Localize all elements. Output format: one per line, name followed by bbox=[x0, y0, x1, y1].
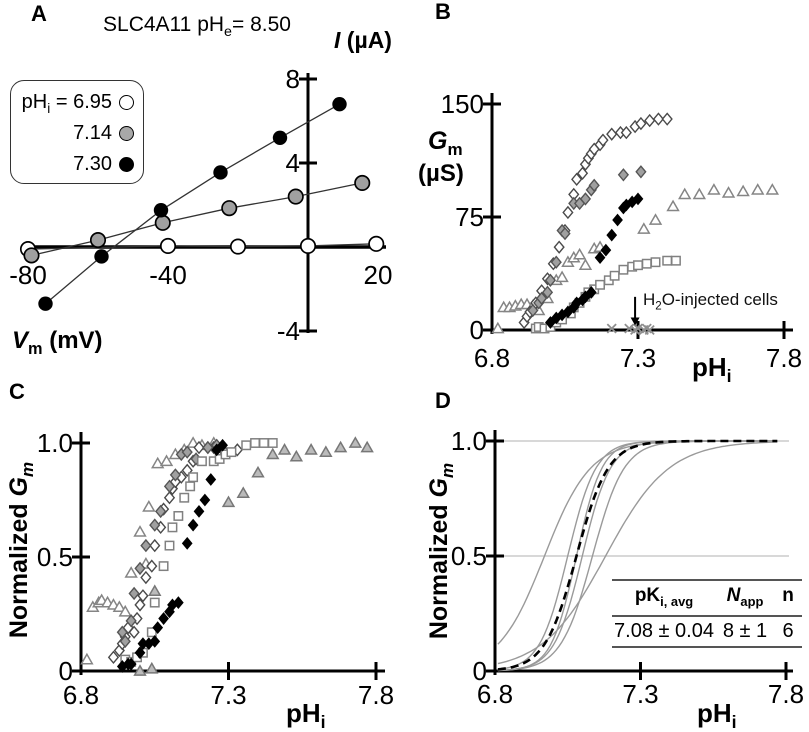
y-tick-label: 4 bbox=[286, 148, 300, 178]
table-rule-middle bbox=[612, 615, 802, 617]
x-tick-label: 7.3 bbox=[210, 680, 246, 710]
conductance-symbol: G bbox=[428, 127, 448, 155]
panel-a-title-text: SLC4A11 pH bbox=[103, 13, 225, 36]
panel-c-y-axis-label: Normalized Gm bbox=[5, 461, 37, 639]
fit-stats-table: pKi, avg Napp n 7.08 ± 0.04 8 ± 1 6 bbox=[612, 570, 802, 650]
y-tick-label: -4 bbox=[277, 316, 300, 346]
legend-label: pHi = 6.95 bbox=[21, 91, 112, 116]
conductance-sub: m bbox=[447, 140, 463, 159]
x-tick-label: -40 bbox=[149, 260, 187, 290]
table-value-row: 7.08 ± 0.04 8 ± 1 6 bbox=[612, 620, 802, 643]
panel-c-x-axis-label: pHi bbox=[286, 698, 326, 732]
panel-a-chart: 8 4 -4 -80 -40 20 bbox=[9, 64, 392, 346]
y-tick-label: 1.0 bbox=[451, 426, 487, 456]
panel-c-letter: C bbox=[9, 379, 25, 404]
current-symbol: I bbox=[334, 27, 341, 53]
series-h2o-injected bbox=[606, 323, 655, 336]
x-tick-label: 7.3 bbox=[620, 343, 656, 373]
series-black-diamonds bbox=[116, 438, 228, 673]
table-rule-bottom bbox=[612, 646, 802, 648]
panel-d-y-axis-label: Normalized Gm bbox=[425, 462, 457, 640]
trend-line bbox=[31, 182, 363, 257]
y-tick-label: 150 bbox=[441, 89, 484, 119]
panel-b-chart: 150 75 06.8 7.3 7.8 bbox=[441, 89, 802, 373]
x-tick-label: 7.3 bbox=[622, 679, 658, 709]
y-tick-label: 0.5 bbox=[451, 541, 487, 571]
panel-c-chart: 1.0 0.5 06.8 7.3 7.8 bbox=[37, 428, 394, 710]
series-gray-diamonds bbox=[527, 165, 647, 318]
voltage-symbol: V bbox=[12, 327, 29, 354]
x-tick-label: 20 bbox=[364, 260, 393, 290]
series-gray-diamonds bbox=[116, 438, 223, 649]
voltage-sub: m bbox=[28, 339, 43, 358]
h2o-injected-annotation: H2O-injected cells bbox=[643, 290, 778, 313]
series-squares bbox=[120, 438, 278, 667]
header-pki-avg: pKi, avg bbox=[634, 585, 694, 609]
panel-a-title: SLC4A11 pHe= 8.50 bbox=[57, 13, 337, 41]
legend-label: 7.30 bbox=[73, 153, 112, 175]
gray-circle-marker-icon bbox=[119, 126, 134, 141]
legend-row-ph-7-14: 7.14 bbox=[11, 118, 143, 149]
value-pki-avg: 7.08 ± 0.04 bbox=[614, 620, 714, 642]
panel-b-letter: B bbox=[435, 0, 451, 24]
y-tick-label: 0 bbox=[473, 656, 487, 686]
panel-b-y-axis-unit: (µS) bbox=[418, 160, 464, 187]
value-napp: 8 ± 1 bbox=[722, 620, 768, 642]
legend-row-ph-6-95: pHi = 6.95 bbox=[11, 87, 143, 118]
series-black-diamonds bbox=[545, 192, 644, 329]
y-tick-label: 1.0 bbox=[37, 428, 73, 458]
black-circle-marker-icon bbox=[119, 157, 134, 172]
sigmoid-curve bbox=[497, 440, 778, 672]
panel-b-x-axis-label: pHi bbox=[692, 352, 732, 387]
series-pHi-7.30 bbox=[38, 97, 347, 311]
current-unit: (µA) bbox=[340, 27, 392, 53]
panel-a-title-sub: e bbox=[224, 24, 232, 41]
panel-a-title-value: = 8.50 bbox=[231, 13, 291, 36]
y-tick-label: 8 bbox=[286, 64, 300, 94]
y-tick-label: 0.5 bbox=[37, 542, 73, 572]
y-tick-label: 0 bbox=[470, 315, 484, 345]
panel-a-letter: A bbox=[31, 1, 47, 26]
x-tick-label: 7.8 bbox=[766, 343, 802, 373]
panel-a-legend: pHi = 6.95 7.14 7.30 bbox=[10, 80, 144, 184]
series-triangles-late bbox=[133, 436, 374, 676]
panel-b-y-axis-label: Gm bbox=[428, 127, 463, 159]
header-napp: Napp bbox=[726, 585, 764, 609]
h2o-annotation-arrow bbox=[630, 296, 640, 326]
panel-d-letter: D bbox=[435, 388, 451, 413]
panel-d-x-axis-label: pHi bbox=[697, 698, 737, 732]
y-tick-label: 75 bbox=[455, 202, 484, 232]
table-header-row: pKi, avg Napp n bbox=[612, 585, 802, 609]
x-tick-label: 6.8 bbox=[474, 343, 510, 373]
table-rule-top bbox=[612, 579, 802, 581]
x-tick-label: 7.8 bbox=[358, 680, 394, 710]
series-pHi-7.14 bbox=[23, 174, 371, 264]
voltage-unit: (mV) bbox=[42, 327, 103, 354]
trend-line bbox=[45, 103, 340, 305]
panel-a-x-axis-label: Vm (mV) bbox=[12, 327, 103, 358]
panel-d-chart: 1.0 0.5 06.8 7.3 7.8 bbox=[451, 426, 804, 709]
y-tick-label: 0 bbox=[59, 656, 73, 686]
x-tick-label: 6.8 bbox=[477, 679, 513, 709]
x-tick-label: -80 bbox=[9, 260, 47, 290]
panel-a-y-axis-label: I (µA) bbox=[334, 27, 392, 54]
x-tick-label: 6.8 bbox=[63, 680, 99, 710]
value-n: 6 bbox=[782, 620, 794, 642]
legend-row-ph-7-30: 7.30 bbox=[11, 149, 143, 180]
series-average-fit bbox=[497, 439, 778, 671]
open-circle-marker-icon bbox=[119, 95, 134, 110]
sigmoid-curve bbox=[497, 439, 778, 671]
x-tick-label: 7.8 bbox=[768, 679, 804, 709]
header-n: n bbox=[782, 585, 794, 606]
legend-label: 7.14 bbox=[73, 122, 112, 144]
